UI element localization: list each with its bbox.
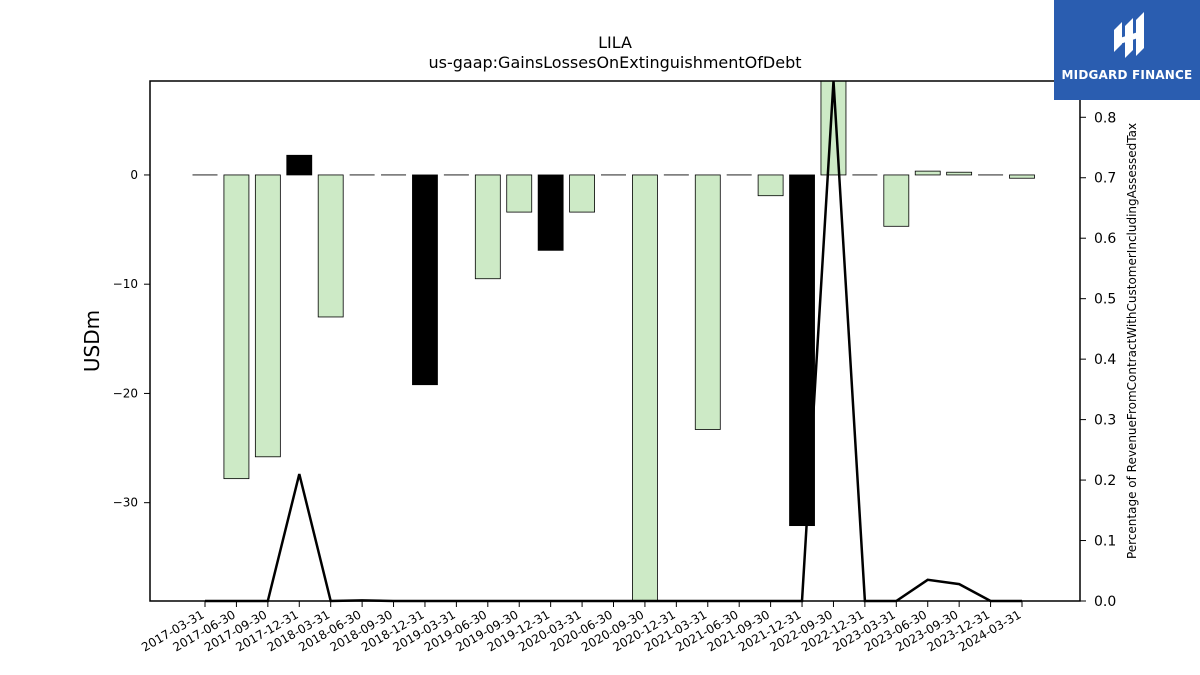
y2-tick-label: 0.5: [1094, 292, 1116, 308]
y2-axis-label: Percentage of RevenueFromContractWithCus…: [1125, 123, 1139, 559]
y-tick-label: −20: [113, 386, 138, 400]
midgard-logo-icon: [1114, 12, 1144, 58]
bar: [569, 174, 595, 213]
y2-tick-label: 0.6: [1094, 231, 1116, 247]
bar: [474, 174, 501, 280]
bar: [506, 174, 533, 213]
y2-tick-label: 0.4: [1094, 352, 1116, 368]
bar: [537, 174, 564, 251]
midgard-finance-logo: MIDGARD FINANCE: [1054, 0, 1200, 100]
y-axis-label: USDm: [80, 310, 104, 372]
y2-tick-label: 0.2: [1094, 473, 1116, 489]
y2-tick-label: 0.7: [1094, 171, 1116, 187]
bar: [1009, 174, 1035, 179]
bar: [317, 174, 344, 318]
chart-title: LILA: [598, 33, 632, 52]
bar: [254, 174, 281, 458]
plot-frame: [149, 80, 1081, 602]
bar: [632, 174, 658, 602]
bar: [914, 170, 941, 176]
y2-tick-label: 0.8: [1094, 110, 1116, 126]
bar: [286, 154, 313, 176]
bar: [946, 171, 973, 176]
bar: [694, 174, 721, 430]
bar: [883, 174, 910, 227]
bar: [223, 174, 250, 480]
y2-tick-label: 0.0: [1094, 594, 1116, 610]
y-tick-label: 0: [130, 168, 138, 182]
percent-series-line: [205, 80, 1022, 603]
logo-text: MIDGARD FINANCE: [1061, 68, 1193, 82]
y-tick-label: −30: [113, 496, 138, 510]
y2-tick-label: 0.3: [1094, 413, 1116, 429]
bar: [757, 174, 784, 197]
y2-tick-label: 0.1: [1094, 534, 1116, 550]
chart-subtitle: us-gaap:GainsLossesOnExtinguishmentOfDeb…: [428, 53, 801, 72]
bar: [412, 174, 438, 386]
y-tick-label: −10: [113, 277, 138, 291]
